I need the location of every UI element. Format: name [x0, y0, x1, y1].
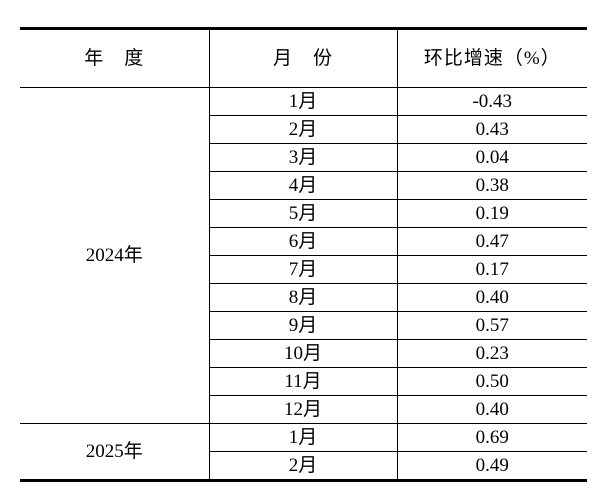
rate-cell: -0.43: [396, 87, 587, 116]
rate-cell: 0.40: [396, 395, 587, 424]
table-row: 5月 0.19: [20, 199, 587, 228]
month-cell: 11月: [208, 367, 397, 396]
rate-cell: 0.69: [396, 423, 587, 452]
rate-cell: 0.47: [396, 227, 587, 256]
table-row: 3月 0.04: [20, 143, 587, 172]
table-body: 2024年 1月 -0.43 2月 0.43 3月 0.04 4月 0.38 5月 0.19 6月 0.…: [20, 87, 587, 481]
rate-cell: 0.57: [396, 311, 587, 340]
header-rate: 环比增速（%）: [396, 28, 587, 88]
table-row: 6月 0.47: [20, 227, 587, 256]
year-cell: 2024年: [20, 87, 209, 424]
month-cell: 3月: [208, 143, 397, 172]
month-cell: 12月: [208, 395, 397, 424]
month-cell: 2月: [208, 115, 397, 144]
rate-cell: 0.50: [396, 367, 587, 396]
table-row: 2025年 1月 0.69: [20, 423, 587, 481]
header-row: 年 度 月 份 环比增速（%）: [20, 28, 587, 88]
table-row: 2月 0.43: [20, 115, 587, 144]
header-month: 月 份: [208, 28, 397, 88]
month-cell: 2月: [208, 451, 397, 481]
rate-cell: 0.04: [396, 143, 587, 172]
rate-cell: 0.40: [396, 283, 587, 312]
table-row: 7月 0.17: [20, 255, 587, 284]
month-cell: 9月: [208, 311, 397, 340]
month-cell: 4月: [208, 171, 397, 200]
table-row: 8月 0.40: [20, 283, 587, 312]
month-cell: 1月: [208, 423, 397, 452]
rate-cell: 0.43: [396, 115, 587, 144]
rate-cell: 0.49: [396, 451, 587, 481]
table-row: 10月 0.23: [20, 339, 587, 368]
month-cell: 8月: [208, 283, 397, 312]
table-header: 年 度 月 份 环比增速（%）: [20, 28, 587, 88]
growth-rate-table: 年 度 月 份 环比增速（%） 2024年 1月 -0.43 2月 0.43 3月 0.04…: [20, 27, 587, 482]
table-row: 4月 0.38: [20, 171, 587, 200]
year-cell: 2025年: [20, 423, 209, 481]
table-row: 9月 0.57: [20, 311, 587, 340]
month-cell: 5月: [208, 199, 397, 228]
table-row: 12月 0.40: [20, 395, 587, 424]
month-cell: 6月: [208, 227, 397, 256]
table-container: 年 度 月 份 环比增速（%） 2024年 1月 -0.43 2月 0.43 3月 0.04…: [20, 27, 587, 482]
rate-cell: 0.17: [396, 255, 587, 284]
rate-cell: 0.19: [396, 199, 587, 228]
rate-cell: 0.38: [396, 171, 587, 200]
month-cell: 1月: [208, 87, 397, 116]
month-cell: 7月: [208, 255, 397, 284]
rate-cell: 0.23: [396, 339, 587, 368]
month-cell: 10月: [208, 339, 397, 368]
table-row: 2024年 1月 -0.43: [20, 87, 587, 424]
table-row: 2月 0.49: [20, 451, 587, 481]
table-row: 11月 0.50: [20, 367, 587, 396]
header-year: 年 度: [20, 28, 209, 88]
